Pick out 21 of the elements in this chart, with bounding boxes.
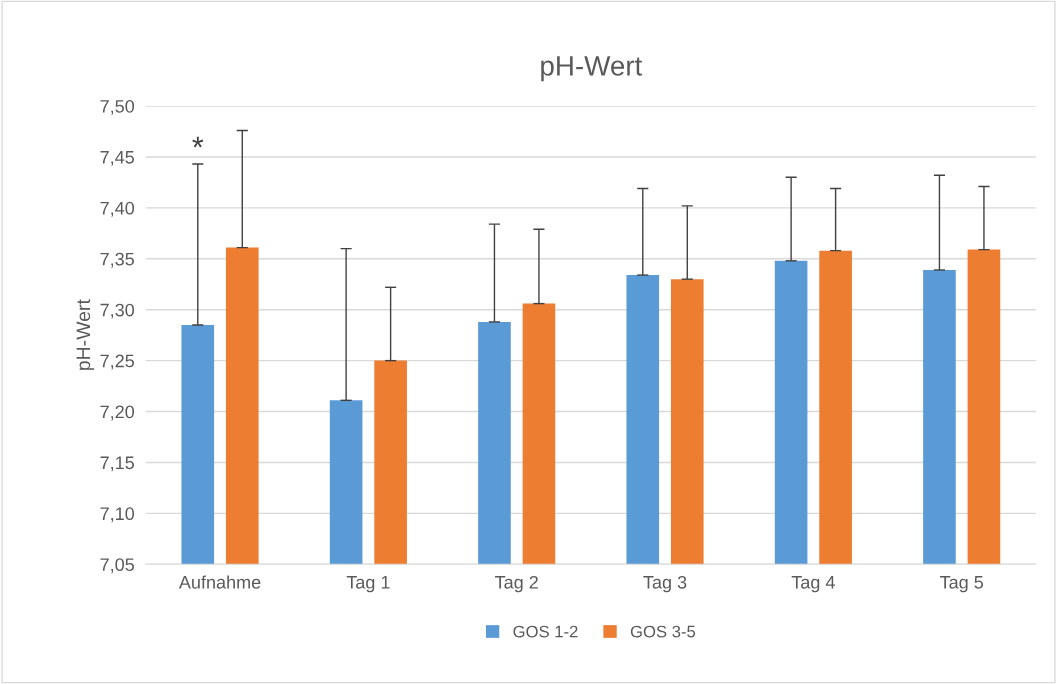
x-tick-label: Aufnahme (178, 575, 261, 589)
y-tick-label: 7,30 (100, 303, 135, 319)
y-tick-label: 7,25 (100, 354, 134, 370)
legend-label: GOS 1-2 (513, 625, 578, 638)
x-tick-label: Tag 5 (940, 576, 984, 593)
y-tick-label: 7,50 (100, 99, 135, 115)
x-tick-label: Tag 3 (643, 575, 687, 593)
y-tick-label: 7,20 (100, 405, 135, 421)
y-tick-label: 7,40 (100, 201, 135, 217)
chart-title: pH-Wert (541, 56, 643, 82)
y-tick-label: 7,45 (100, 151, 134, 166)
x-tick-label: Tag 2 (495, 575, 538, 593)
y-tick-label: 7,35 (100, 252, 134, 268)
y-tick-label: 7,15 (100, 456, 134, 472)
y-tick-label: 7,05 (100, 558, 134, 574)
annotation: * (192, 136, 204, 148)
legend-label: GOS 3-5 (630, 625, 696, 638)
x-tick-label: Tag 4 (791, 576, 835, 593)
x-tick-label: Tag 1 (346, 576, 390, 593)
y-axis-title: pH-Wert (76, 299, 95, 370)
y-tick-label: 7,10 (100, 507, 135, 523)
